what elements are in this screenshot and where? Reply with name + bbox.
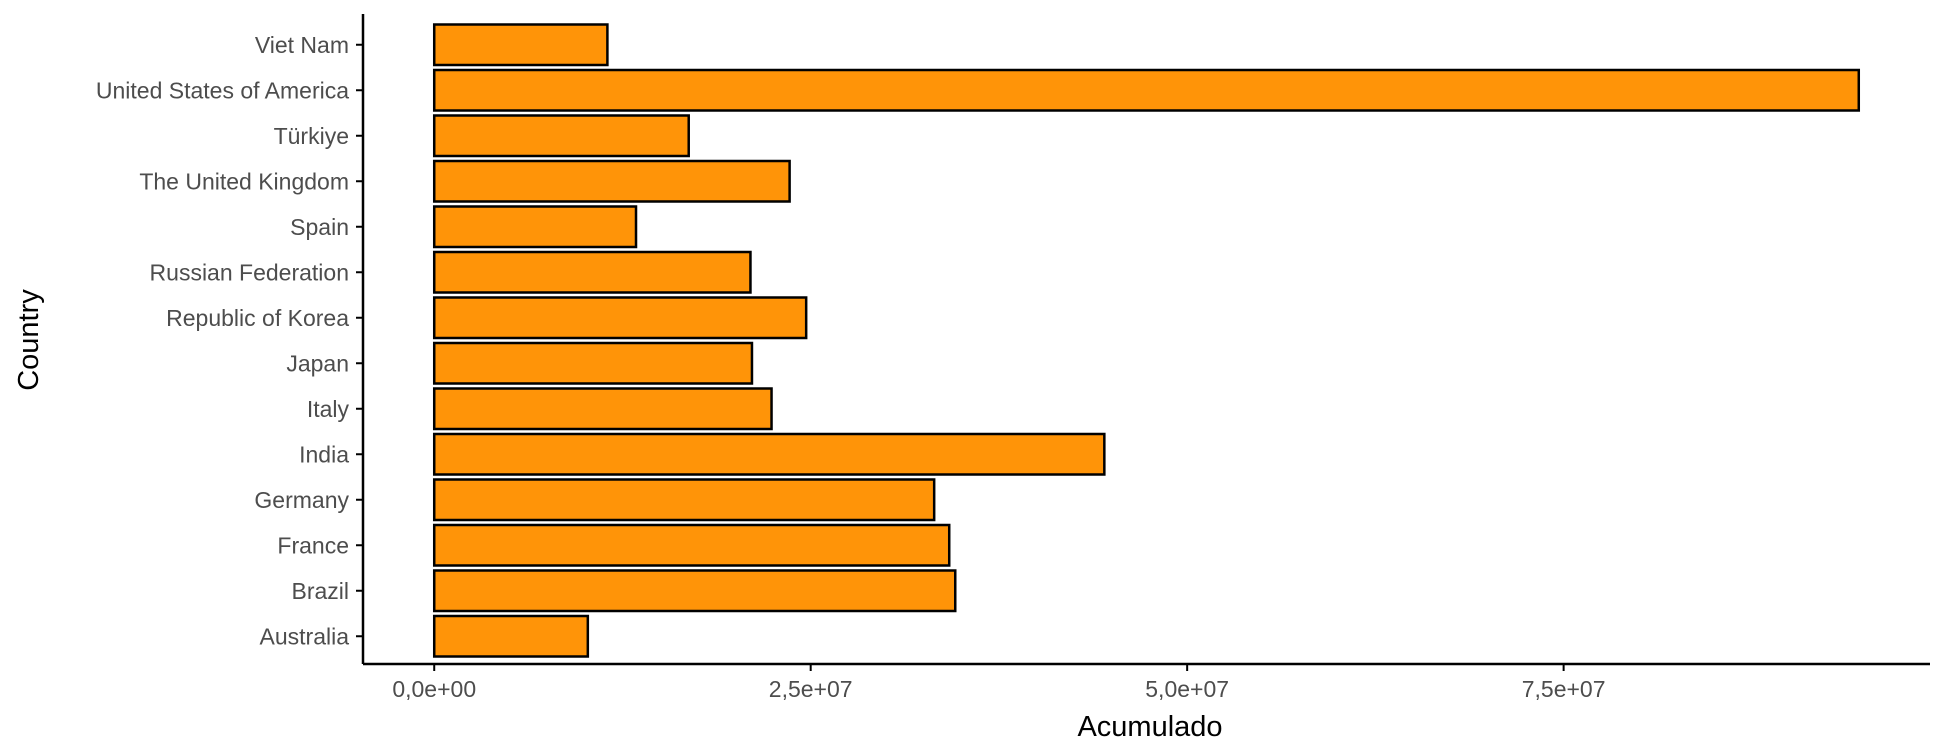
y-tick-label: Russian Federation — [150, 259, 349, 285]
bar-germany — [432, 478, 936, 522]
y-tick-label: Japan — [286, 350, 349, 376]
x-tick-label: 0,0e+00 — [392, 676, 476, 702]
bar-australia — [432, 614, 590, 658]
bar-france — [432, 523, 951, 567]
y-tick-label: United States of America — [96, 77, 349, 103]
y-tick-label: Türkiye — [274, 123, 349, 149]
bar-russian-federation — [432, 250, 752, 294]
bar-viet-nam — [432, 23, 609, 67]
y-tick-label: Spain — [290, 214, 349, 240]
y-axis-title: Country — [13, 289, 45, 391]
y-tick-label: Brazil — [291, 578, 349, 604]
bar-spain — [432, 205, 638, 249]
bar-italy — [432, 387, 773, 431]
x-tick-label: 5,0e+07 — [1145, 676, 1229, 702]
y-tick-label: The United Kingdom — [139, 168, 349, 194]
bars-layer — [432, 23, 1861, 658]
bar-japan — [432, 341, 754, 385]
x-axis-title: Acumulado — [1077, 711, 1222, 743]
y-tick-label: Viet Nam — [255, 32, 349, 58]
y-tick-label: Germany — [254, 487, 349, 513]
y-tick-label: India — [299, 441, 349, 467]
y-tick-label: Australia — [260, 623, 350, 649]
axes-layer — [356, 14, 1930, 671]
bar-united-states-of-america — [432, 68, 1861, 112]
bar-t-rkiye — [432, 114, 690, 158]
x-tick-label: 7,5e+07 — [1522, 676, 1606, 702]
y-tick-label: Italy — [307, 396, 350, 422]
bar-brazil — [432, 569, 957, 613]
bar-republic-of-korea — [432, 296, 808, 340]
y-tick-label: Republic of Korea — [166, 305, 349, 331]
x-tick-label: 2,5e+07 — [769, 676, 853, 702]
bar-the-united-kingdom — [432, 159, 791, 203]
y-tick-label: France — [277, 532, 349, 558]
labels-layer: Australia Brazil France Germany India Italy Ja… — [96, 32, 1606, 702]
bar-india — [432, 432, 1106, 476]
